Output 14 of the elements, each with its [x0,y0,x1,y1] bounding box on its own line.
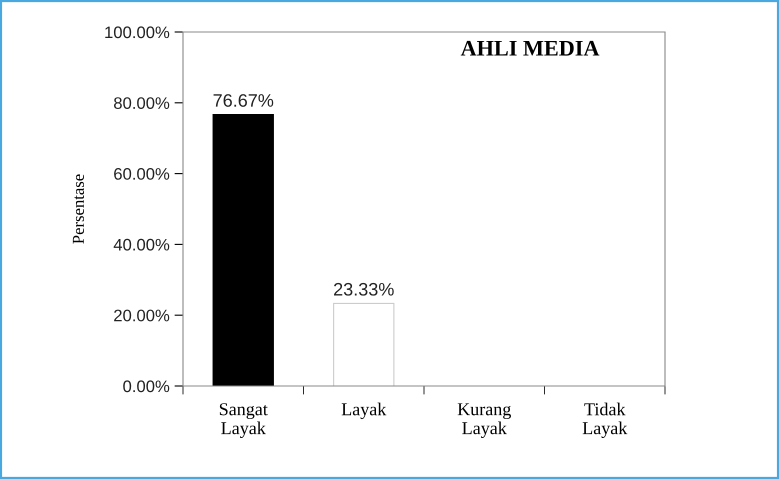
y-tick-label: 60.00% [114,168,170,180]
data-label: 76.67% [214,94,274,107]
y-tick-label: 100.00% [105,26,170,38]
data-label: 23.33% [334,282,394,296]
y-axis-title: Persentase [72,174,84,244]
y-tick-label: 40.00% [114,238,170,251]
y-tick-label: 80.00% [114,97,170,110]
y-tick-label: 0.00% [123,380,170,392]
x-tick-label: Sangat Layak [220,403,268,438]
x-tick-label: Tidak Layak [582,402,628,438]
y-tick-label: 20.00% [114,310,170,322]
chart-title: AHLI MEDIA [460,40,600,56]
x-tick-label: Layak [342,402,386,420]
x-tick-label: Kurang Layak [458,403,511,438]
